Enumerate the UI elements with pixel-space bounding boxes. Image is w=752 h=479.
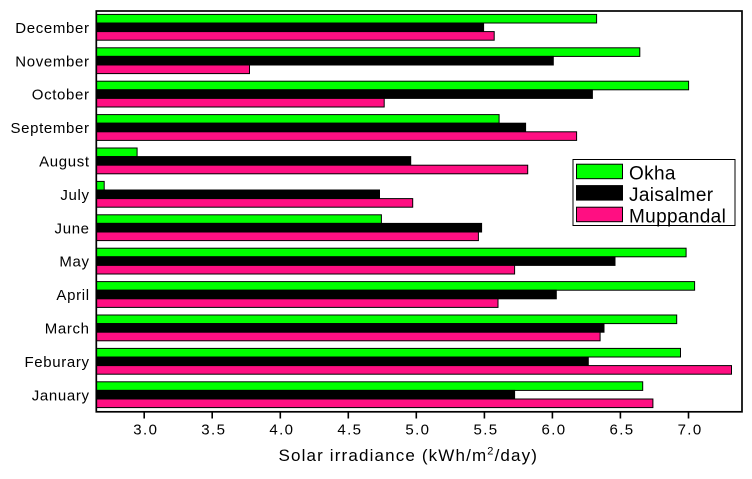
svg-text:7.0: 7.0	[678, 422, 703, 439]
svg-text:July: July	[60, 187, 89, 204]
svg-text:Muppandal: Muppandal	[629, 206, 726, 227]
svg-text:April: April	[56, 287, 89, 304]
svg-text:Solar irradiance (kWh/m2/day): Solar irradiance (kWh/m2/day)	[279, 445, 539, 465]
svg-text:4.0: 4.0	[269, 422, 294, 439]
svg-text:November: November	[15, 53, 89, 70]
svg-text:3.0: 3.0	[133, 422, 158, 439]
svg-text:Feburary: Feburary	[24, 354, 89, 371]
svg-text:September: September	[10, 120, 89, 137]
svg-text:5.0: 5.0	[405, 422, 430, 439]
svg-text:6.0: 6.0	[541, 422, 566, 439]
svg-text:March: March	[45, 321, 90, 338]
svg-text:3.5: 3.5	[201, 422, 226, 439]
svg-text:August: August	[39, 154, 90, 171]
svg-text:5.5: 5.5	[473, 422, 498, 439]
svg-text:October: October	[32, 87, 90, 104]
svg-text:December: December	[15, 20, 89, 37]
svg-text:January: January	[32, 387, 90, 404]
svg-text:Okha: Okha	[629, 163, 676, 184]
svg-text:May: May	[59, 254, 89, 271]
svg-text:4.5: 4.5	[337, 422, 362, 439]
svg-text:June: June	[55, 220, 90, 237]
svg-text:6.5: 6.5	[609, 422, 634, 439]
svg-text:Jaisalmer: Jaisalmer	[629, 185, 714, 206]
